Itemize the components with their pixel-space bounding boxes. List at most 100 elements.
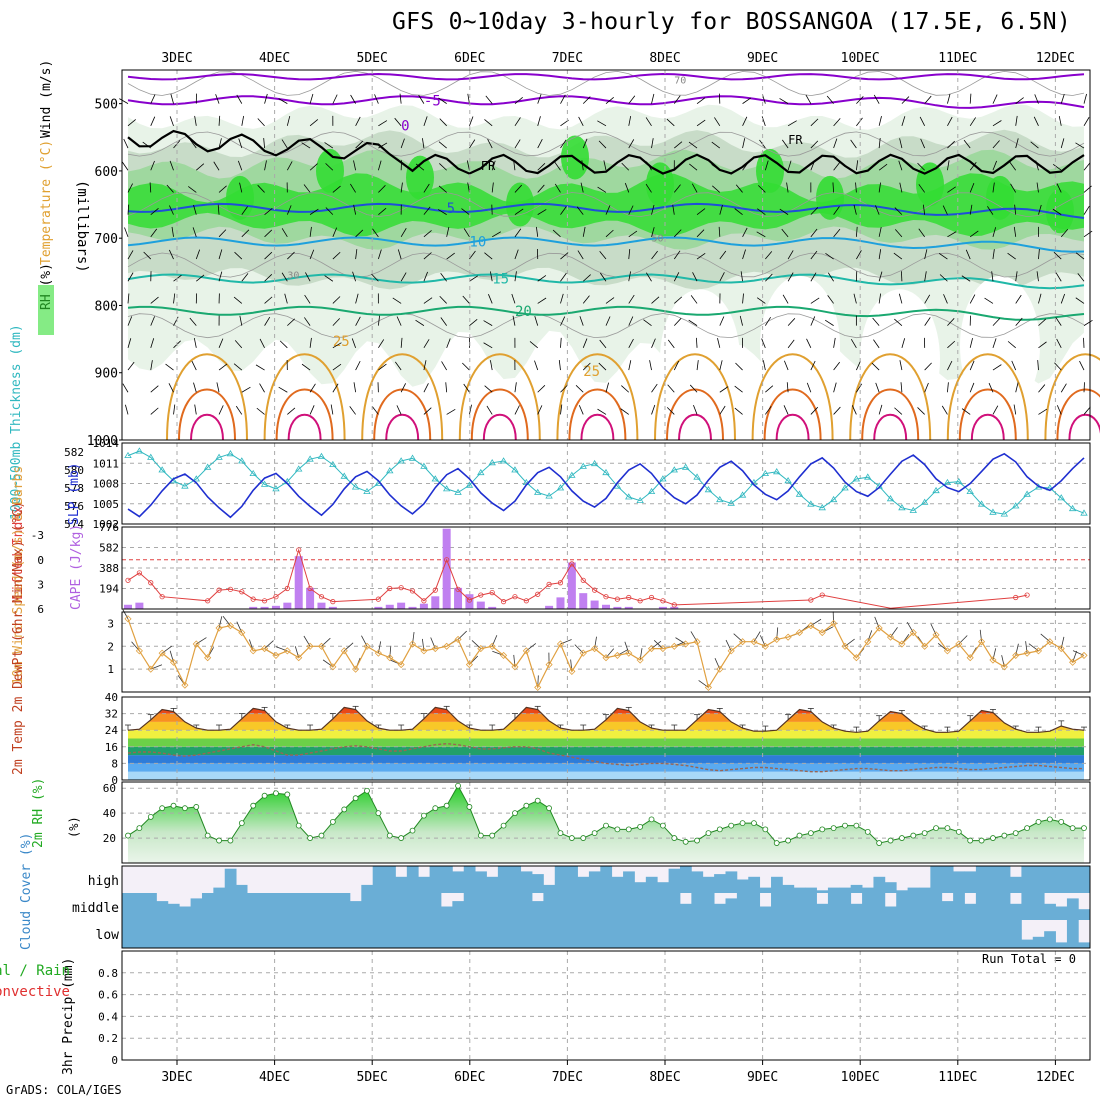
cloud-cell [463,920,476,948]
rh2m-marker [671,835,678,841]
wind-barb [1011,360,1017,371]
cape-bar [476,601,485,609]
cloud-cell [588,871,601,893]
wind-speed-marker [306,642,314,650]
cloud-cell [691,920,704,948]
wind-barb [421,638,425,651]
wind-barb [263,138,265,149]
wind-barb [961,408,971,415]
cloud-cell-empty [156,866,169,893]
rh2m-units-label: (%) [67,816,81,838]
cloud-cell [224,893,237,920]
wind-barb [241,386,251,393]
rh2m-marker [648,816,655,823]
cloud-cell [384,866,396,893]
wind-barb [355,316,361,326]
stability-frame [121,526,1091,610]
wind-barb [353,160,357,171]
wind-tick-label: 3 [107,617,114,630]
wind-barb [579,316,584,326]
cloud-cell [759,920,772,948]
wind-barb [241,229,250,238]
cloud-cell [702,920,715,948]
wind-barb [281,139,288,149]
wind-barb [624,182,630,193]
cloud-cell [907,887,920,893]
cloud-cell [679,866,692,893]
cloud-cell [304,920,317,948]
wind-barb [469,250,476,260]
cloud-cell [406,920,419,948]
rh2m-marker [352,795,359,802]
rh-dry-patch [860,289,940,430]
cloud-cell [771,876,783,893]
wind-barb [1015,317,1023,326]
cloud-cell [372,893,385,920]
wind-barb [1056,183,1062,193]
cloud-cell [896,890,908,893]
cloud-cell [452,871,465,893]
wind-barb [218,405,224,415]
wind-barb [918,228,925,238]
wind-barb [529,341,538,349]
wind-barb [673,184,681,193]
wind-barb [810,250,818,260]
slp-line [127,452,1085,519]
wind-barb [969,382,975,393]
wind-barb [192,227,197,237]
wind-barb [400,228,407,238]
wind-speed-marker [374,649,382,657]
wind-barb [992,364,1002,371]
cloud-row-label: middle [72,901,119,916]
cloud-cell [520,871,533,893]
wind-barb [947,93,951,104]
cloud-cell [452,920,465,948]
rh-high-patch [986,175,1014,220]
wind-speed-marker [670,642,678,650]
wind-barb [378,120,388,127]
isotherm-warm-arch [654,353,736,441]
rh-high-patch [316,148,344,193]
wind-barb [239,182,243,193]
wind-barb [446,252,455,260]
wind-barb [878,293,882,304]
wind-speed-marker [852,654,860,662]
cloud-cell-empty [304,866,317,893]
rh2m-marker [728,822,735,829]
wind-barb [696,119,706,127]
cloud-cell [224,868,237,893]
cloud-cell [611,893,624,920]
wind-barb [969,360,975,371]
wind-speed-marker [465,661,473,669]
wind-barb [284,293,288,304]
lifted-index-marker [455,586,461,592]
rh-tick-label: 40 [103,807,116,820]
thickness-marker [1068,504,1077,512]
precip-tick-label: 0.4 [98,1010,118,1023]
wind-speed-marker [352,665,360,673]
wind-barb [1060,93,1065,104]
thickness-marker [636,496,644,503]
cloud-cell [668,893,681,920]
wind-speed-marker [932,631,940,639]
thickness-axis-label: 1000~500mb Thickness (dm) [9,324,24,520]
wind-barb [693,404,698,415]
cape-bar [658,606,667,609]
wind-barb [878,404,883,415]
wind-barb [856,96,864,104]
wind-barb [196,163,205,171]
wind-barb [170,93,174,104]
cape-bar [431,596,440,609]
wind-barb [400,182,403,193]
wind-barb [287,251,295,260]
cloud-cell [953,893,965,920]
wind-barb [762,360,766,371]
cloud-cell [497,893,510,920]
wind-barb [992,140,1000,149]
wind-barb [150,385,159,393]
wind10m-axis-label: 10m Wind Speed (m/s) & Barbs [11,466,26,685]
wind-barb [330,404,334,415]
thickness-marker [864,473,872,480]
precip-panel [122,951,1090,1060]
wind-barb [756,231,766,238]
